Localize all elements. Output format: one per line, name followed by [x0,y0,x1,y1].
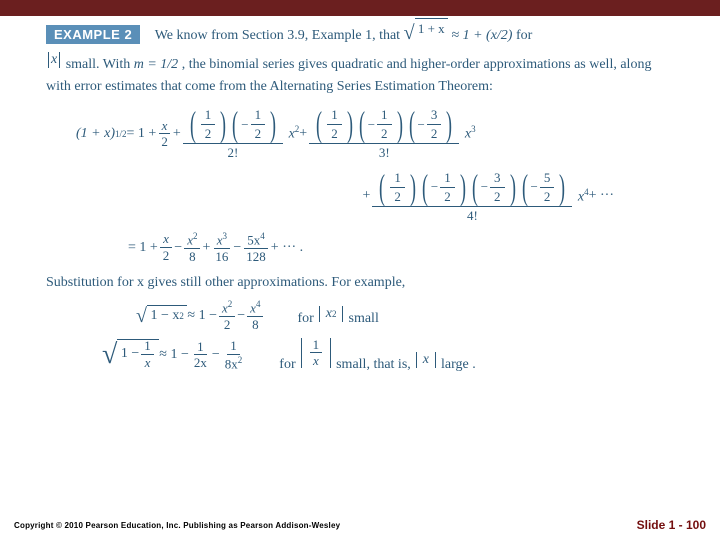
sqrt-1-minus-1overx: √ 1 − 1x [102,339,159,371]
abs-x: x [46,49,62,71]
footer: Copyright © 2010 Pearson Education, Inc.… [0,512,720,540]
intro-part1b: for [516,28,532,43]
copyright-text: Copyright © 2010 Pearson Education, Inc.… [14,521,340,530]
lhs-exp: 1/2 [115,129,127,139]
approx-1-plus-x2: ≈ 1 + (x/2) [451,28,512,43]
m-equals: m = 1/2 [134,57,178,72]
approx-row-1: √ 1 − x2 ≈ 1 − x22 − x48 for x2 small [136,299,674,333]
example-intro: EXAMPLE 2 We know from Section 3.9, Exam… [46,18,674,97]
intro-part1: We know from Section 3.9, Example 1, tha… [155,28,404,43]
sqrt-1plusx: √ 1 + x [404,18,448,49]
sqrt-1-minus-x2: √ 1 − x2 [136,305,187,328]
term3-fraction: (12)(−12)(−32) 3! [309,105,459,162]
abs-1-over-x: 1x [299,337,333,369]
simp-dots: + ··· . [271,240,303,256]
term2-fraction: (12)(−12) 2! [183,105,283,162]
term4-fraction: (12)(−12)(−32)(−52) 4! [372,168,572,225]
binomial-expansion: (1 + x)1/2 = 1 + x2 + (12)(−12) 2! x2 + … [76,105,674,264]
dots: + ··· [589,188,614,204]
slide-content: EXAMPLE 2 We know from Section 3.9, Exam… [0,16,720,373]
substitution-text: Substitution for x gives still other app… [46,272,674,293]
intro-part2-a: small. With [66,57,134,72]
eq-sign: = 1 + [127,126,157,142]
term-x-over-2: x2 [158,118,171,150]
header-bar [0,0,720,16]
simplified-eq: = 1 + [128,240,158,256]
slide-number: Slide 1 - 100 [637,518,706,532]
approx-row-2: √ 1 − 1x ≈ 1 − 12x − 18x2 for 1x small, … [102,337,674,373]
lhs: (1 + x) [76,126,115,142]
abs-x2: x2 [317,306,345,322]
abs-x-large: x [414,352,437,368]
example-label: EXAMPLE 2 [46,25,140,44]
